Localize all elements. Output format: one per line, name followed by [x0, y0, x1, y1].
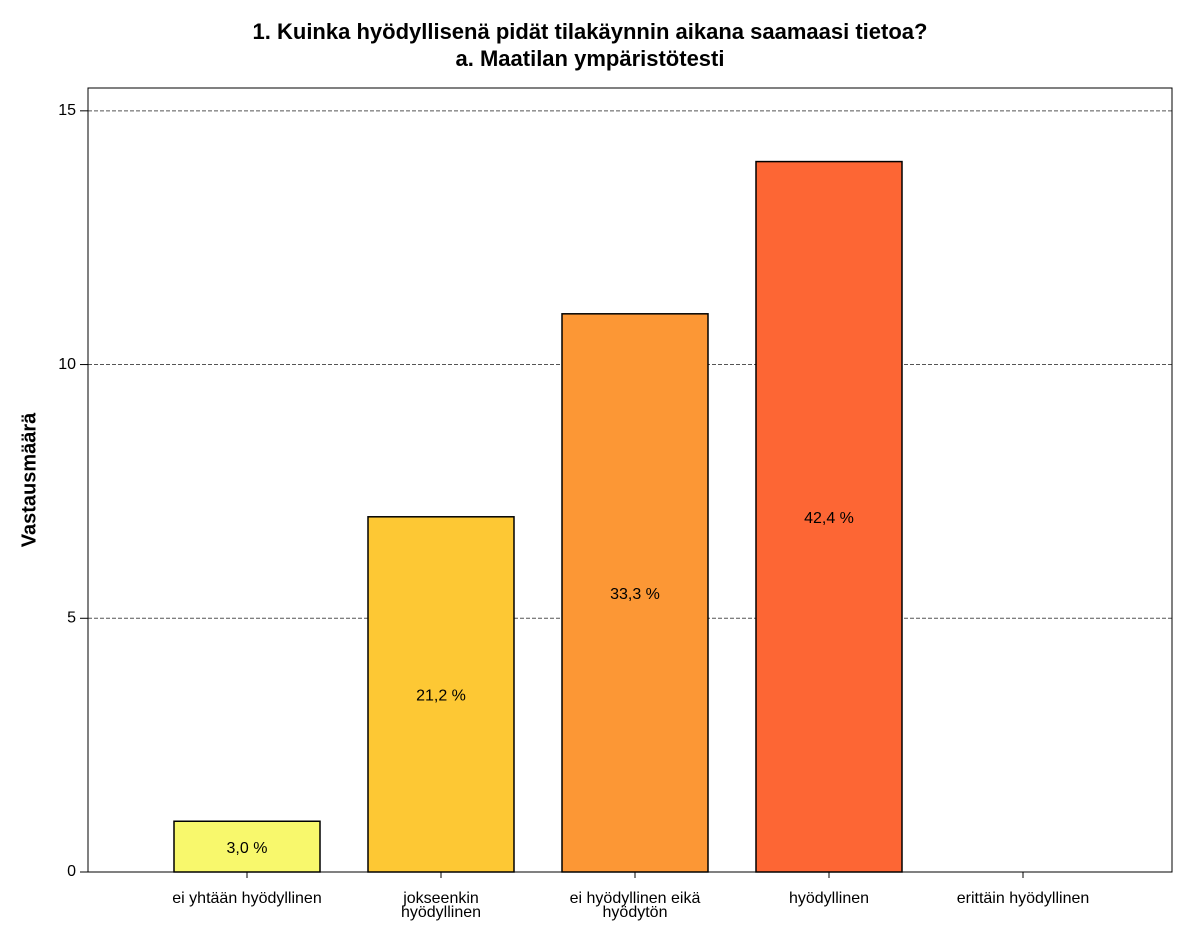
- y-tick-label: 0: [67, 863, 76, 880]
- x-tick-label: ei yhtään hyödyllinen: [172, 890, 322, 907]
- data-label: 33,3 %: [610, 586, 660, 603]
- data-label: 21,2 %: [416, 688, 466, 705]
- x-tick-label: ei hyödyllinen eikä hyödytön: [569, 890, 701, 921]
- data-label: 3,0 %: [227, 840, 268, 857]
- y-axis-label: Vastausmäärä: [18, 412, 40, 547]
- x-tick-label: hyödyllinen: [788, 890, 870, 907]
- chart-title: 1. Kuinka hyödyllisenä pidät tilakäynnin…: [253, 19, 928, 44]
- bar: [755, 160, 903, 873]
- y-tick-label: 15: [58, 102, 76, 119]
- bar: [173, 820, 321, 873]
- y-tick-label: 5: [67, 609, 76, 626]
- x-tick-label: jokseenkin hyödyllinen: [400, 890, 482, 921]
- x-tick-label: erittäin hyödyllinen: [956, 890, 1090, 907]
- y-tick-label: 10: [58, 356, 76, 373]
- data-label: 42,4 %: [804, 510, 854, 527]
- plot-frame: [87, 87, 1173, 873]
- chart-subtitle: a. Maatilan ympäristötesti: [456, 46, 725, 71]
